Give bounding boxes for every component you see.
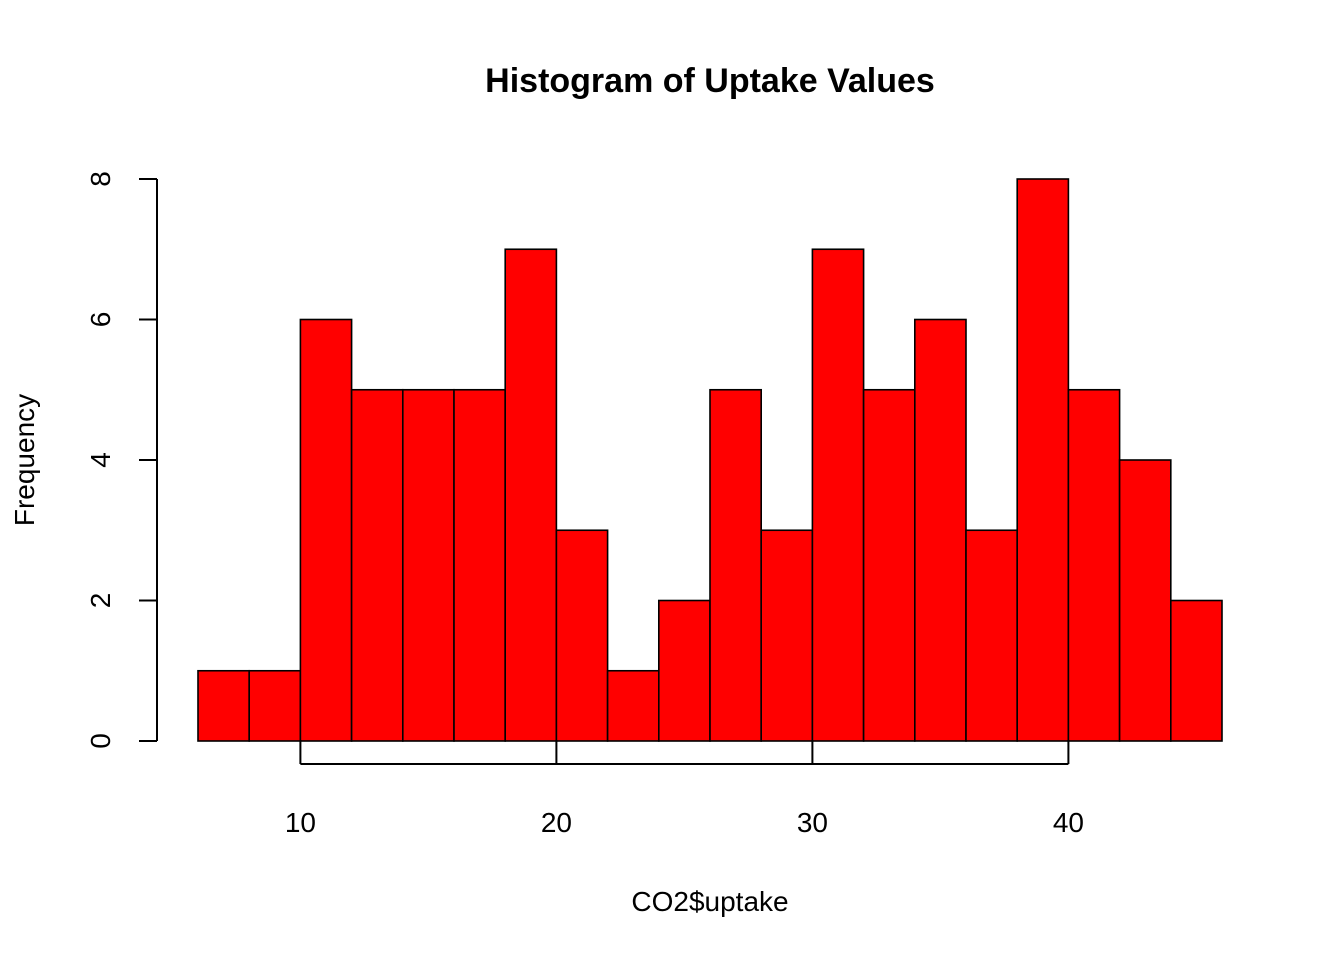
histogram-bar-9 [657,599,711,742]
y-tick-label-0: 0 [85,733,116,749]
histogram-bar-10 [709,388,763,742]
chart-title: Histogram of Uptake Values [485,62,935,100]
histogram-bar-2 [299,318,353,742]
y-axis-label: Frequency [9,394,40,526]
histogram-bar-0 [197,669,251,742]
x-axis-label: CO2$uptake [631,886,788,917]
y-tick-label-8: 8 [85,171,116,187]
histogram-bar-6 [504,248,558,742]
x-tick-label-40: 40 [1053,807,1084,838]
histogram-bar-4 [401,388,455,742]
x-tick-label-30: 30 [797,807,828,838]
y-axis: 0 2 4 6 8 [85,171,158,749]
histogram-bar-8 [606,669,660,742]
histogram-bar-14 [913,318,967,742]
x-tick-label-20: 20 [541,807,572,838]
histogram-bar-3 [350,388,404,742]
histogram-bar-11 [760,529,814,742]
x-tick-label-10: 10 [285,807,316,838]
histogram-bar-13 [862,388,916,742]
bars-group [197,178,1223,742]
histogram-bar-17 [1067,388,1121,742]
histogram-bar-12 [811,248,865,742]
histogram-bar-7 [555,529,609,742]
histogram-bar-1 [248,669,302,742]
y-tick-label-2: 2 [85,593,116,609]
histogram-bar-18 [1118,459,1172,742]
histogram-bar-5 [453,388,507,742]
x-axis: 10 20 30 40 [285,740,1084,838]
y-tick-label-6: 6 [85,312,116,328]
histogram-bar-15 [965,529,1019,742]
histogram-bar-19 [1170,599,1223,742]
histogram-bar-16 [1016,178,1070,742]
y-tick-label-4: 4 [85,452,116,468]
